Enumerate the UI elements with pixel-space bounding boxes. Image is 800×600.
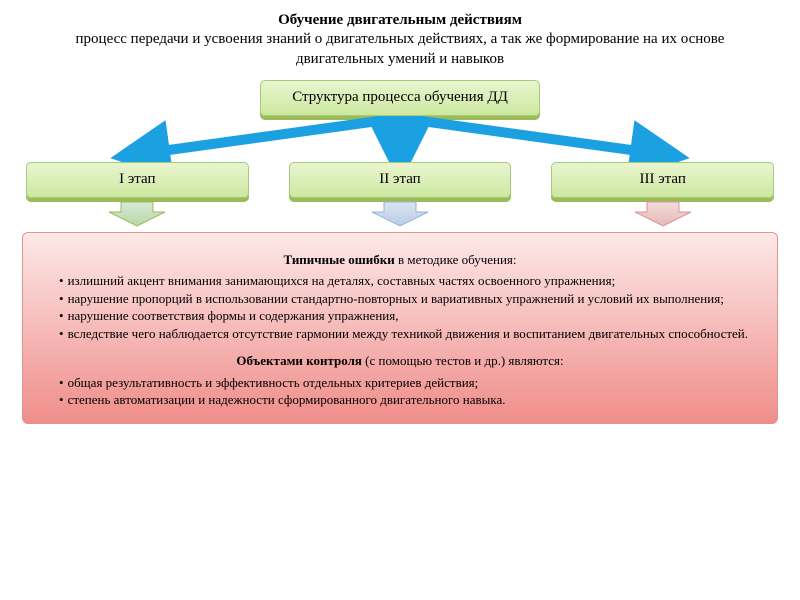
structure-box: Структура процесса обучения ДД [260,80,540,116]
control-heading-rest: (с помощью тестов и др.) являются: [362,353,564,368]
down-arrow-cell-1 [26,200,249,230]
stage-box-1: I этап [26,162,249,198]
stage-box-2: II этап [289,162,512,198]
stage-3-label: III этап [639,171,685,188]
stage-box-3: III этап [551,162,774,198]
error-bullet: излишний акцент внимания занимающихся на… [59,272,755,290]
stages-row: I этап II этап III этап [0,162,800,198]
down-arrow-cell-3 [551,200,774,230]
control-bullet: общая результативность и эффективность о… [59,374,755,392]
errors-heading-rest: в методике обучения: [395,252,517,267]
control-heading: Объектами контроля (с помощью тестов и д… [45,352,755,370]
header-title: Обучение двигательным действиям [40,12,760,29]
errors-heading-bold: Типичные ошибки [283,252,394,267]
stage-1-label: I этап [119,171,155,188]
down-arrow-1-icon [107,200,167,228]
error-bullet: нарушение пропорций в использовании стан… [59,290,755,308]
stage-2-label: II этап [379,171,420,188]
main-panel: Типичные ошибки в методике обучения: изл… [22,232,778,424]
errors-list: излишний акцент внимания занимающихся на… [59,272,755,342]
structure-box-label: Структура процесса обучения ДД [292,89,508,106]
branch-arrows-svg [0,116,800,162]
errors-heading: Типичные ошибки в методике обучения: [45,251,755,269]
down-arrow-2-icon [370,200,430,228]
error-bullet: нарушение соответствия формы и содержани… [59,307,755,325]
header-subtitle: процесс передачи и усвоения знаний о дви… [40,29,760,70]
control-bullet: степень автоматизации и надежности сформ… [59,391,755,409]
down-arrows-row [0,200,800,230]
branch-arrows-row [0,116,800,162]
control-list: общая результативность и эффективность о… [59,374,755,409]
down-arrow-cell-2 [289,200,512,230]
down-arrow-3-icon [633,200,693,228]
error-bullet: вследствие чего наблюдается отсутствие г… [59,325,755,343]
header: Обучение двигательным действиям процесс … [0,0,800,74]
control-heading-bold: Объектами контроля [236,353,362,368]
